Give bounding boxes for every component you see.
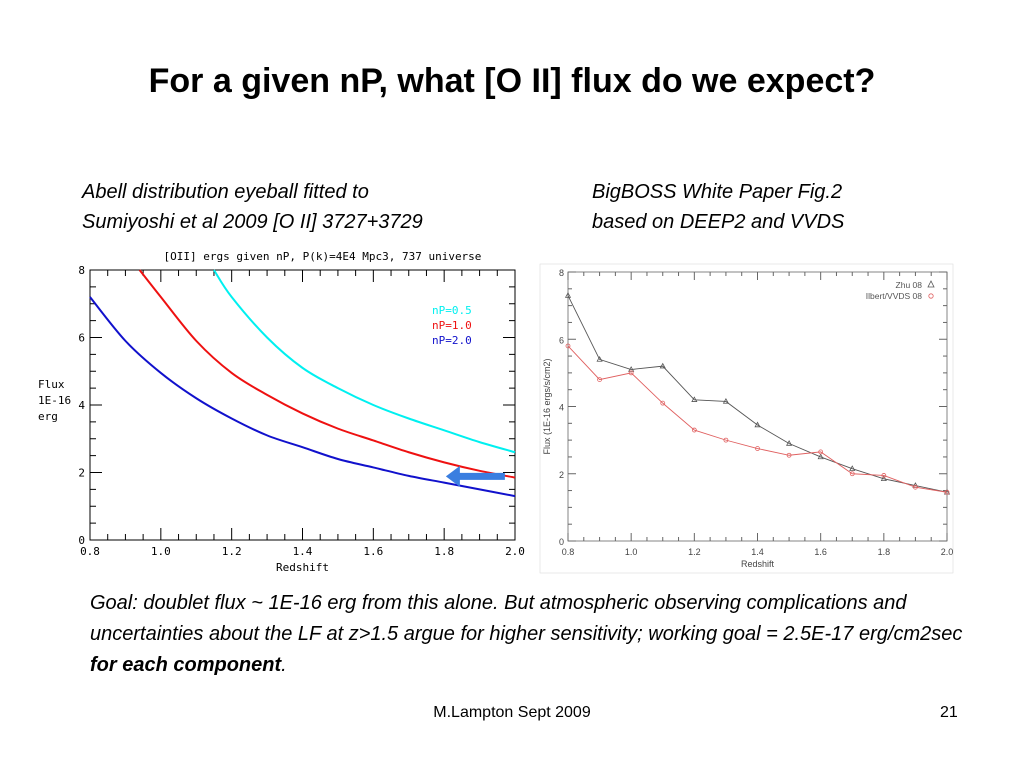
y-tick-label: 0 <box>78 534 85 547</box>
data-point <box>660 400 666 406</box>
y-tick-label: 8 <box>78 264 85 277</box>
legend-entry: Ilbert/VVDS 08 <box>866 291 922 301</box>
x-tick-label: 1.4 <box>751 547 764 557</box>
x-tick-label: 1.4 <box>293 545 313 558</box>
data-point <box>817 453 824 460</box>
data-point <box>659 362 666 369</box>
y-tick-label: 8 <box>559 268 564 278</box>
left-chart-caption: Abell distribution eyeball fitted to Sum… <box>82 177 552 237</box>
arrow-left-icon <box>445 465 460 487</box>
x-axis-label: Redshift <box>276 561 329 574</box>
y-tick-label: 6 <box>559 335 564 345</box>
chart-1: 0.8 1.0 1.2 1.4 1.6 1.8 2.0 0 2 4 6 8 [OII] ergs giv… <box>38 250 525 574</box>
series-line <box>567 345 948 493</box>
data-point <box>786 452 792 458</box>
y-tick-label: 4 <box>78 399 85 412</box>
goal-bold-text: for each component <box>90 654 282 676</box>
data-point <box>628 366 635 372</box>
y-tick-label: 0 <box>559 537 564 547</box>
series-ilbert-vvds-08 <box>565 343 950 495</box>
y-tick-label: 2 <box>559 470 564 480</box>
x-tick-label: 0.8 <box>562 547 575 557</box>
right-chart-caption: BigBOSS White Paper Fig.2 based on DEEP2… <box>592 177 992 237</box>
slide-title: For a given nP, what [O II] flux do we e… <box>148 62 876 100</box>
x-tick-label: 2.0 <box>505 545 525 558</box>
legend-entry: nP=2.0 <box>432 334 472 347</box>
series-np-0-5 <box>213 269 516 454</box>
chart-2: 0.8 1.0 1.2 1.4 1.6 1.8 2.0 0 2 4 6 8 Redshift Flux (… <box>539 263 954 574</box>
data-point <box>881 473 887 478</box>
x-tick-label: 1.6 <box>363 545 383 558</box>
x-axis-label: Redshift <box>741 559 775 569</box>
series-zhu-08 <box>564 292 951 495</box>
x-tick-label: 1.2 <box>688 547 701 557</box>
y-axis-label: Flux (1E-16 ergs/s/cm2) <box>542 358 552 454</box>
y-axis-label-line: Flux <box>38 378 65 391</box>
data-point <box>849 465 856 471</box>
goal-paragraph: Goal: doublet flux ~ 1E-16 erg from this… <box>90 588 970 681</box>
data-point <box>755 446 760 451</box>
y-axis-label-line: erg <box>38 410 58 423</box>
data-point <box>723 437 729 443</box>
right-caption-line-1: BigBOSS White Paper Fig.2 <box>592 181 843 203</box>
data-point <box>754 421 761 428</box>
page-number: 21 <box>940 704 958 721</box>
legend-entry: nP=1.0 <box>432 319 472 332</box>
series-line <box>138 269 516 479</box>
x-tick-label: 2.0 <box>941 547 954 557</box>
legend-entry: nP=0.5 <box>432 304 472 317</box>
data-point <box>564 292 572 298</box>
series-np-2-0 <box>89 296 516 498</box>
x-tick-label: 1.6 <box>814 547 827 557</box>
series-np-1-0 <box>138 269 516 479</box>
data-point <box>565 343 571 349</box>
y-axis-label-line: 1E-16 <box>38 394 71 407</box>
data-point <box>628 370 634 376</box>
footer-author: M.Lampton Sept 2009 <box>433 704 591 721</box>
goal-end: . <box>281 654 287 676</box>
right-caption-line-2: based on DEEP2 and VVDS <box>592 211 845 233</box>
x-tick-label: 1.0 <box>151 545 171 558</box>
left-caption-line-2: Sumiyoshi et al 2009 [O II] 3727+3729 <box>82 211 423 233</box>
x-tick-label: 1.2 <box>222 545 242 558</box>
y-tick-label: 4 <box>559 403 564 413</box>
x-tick-label: 1.8 <box>878 547 891 557</box>
data-point <box>597 377 602 383</box>
x-tick-label: 1.0 <box>625 547 638 557</box>
figure-border <box>539 263 954 574</box>
data-point <box>913 484 918 490</box>
data-point <box>722 398 729 404</box>
x-tick-label: 0.8 <box>80 545 100 558</box>
legend-marker <box>927 280 935 288</box>
legend-marker <box>928 293 934 299</box>
chart-title: [OII] ergs given nP, P(k)=4E4 Mpc3, 737 … <box>164 250 482 263</box>
left-caption-line-1: Abell distribution eyeball fitted to <box>82 181 369 203</box>
data-point <box>691 427 697 433</box>
data-point <box>818 449 824 455</box>
plot-frame <box>567 271 948 542</box>
x-tick-label: 1.8 <box>434 545 454 558</box>
data-point <box>786 440 793 446</box>
series-line <box>89 296 516 498</box>
series-line <box>567 295 948 493</box>
data-point <box>849 471 855 477</box>
data-point <box>944 489 950 495</box>
y-tick-label: 2 <box>78 467 85 480</box>
legend-entry: Zhu 08 <box>896 280 923 290</box>
y-tick-label: 6 <box>78 332 85 345</box>
arrow-shaft <box>456 472 505 480</box>
data-point <box>596 355 603 362</box>
data-point <box>880 475 887 481</box>
data-point <box>691 396 698 402</box>
goal-text: Goal: doublet flux ~ 1E-16 erg from this… <box>90 592 963 645</box>
series-line <box>213 269 516 454</box>
